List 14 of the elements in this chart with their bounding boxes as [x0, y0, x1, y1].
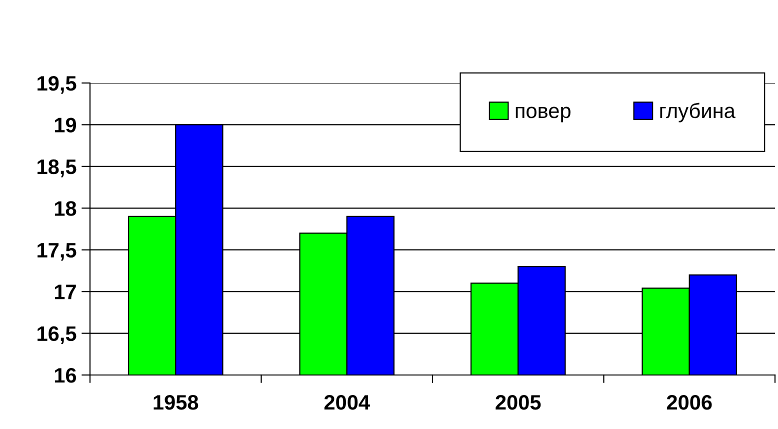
x-tick-label: 2004 — [324, 394, 370, 410]
y-tick-label: 18 — [54, 201, 76, 216]
y-tick-label: 16 — [54, 368, 76, 383]
x-tick-label: 2005 — [496, 394, 541, 410]
y-tick-label: 16,5 — [38, 326, 76, 344]
y-tick-label: 19 — [54, 118, 76, 132]
x-tick-label: 2006 — [666, 394, 712, 410]
y-tick-label: 17,5 — [38, 243, 76, 261]
y-tick-label: 18,5 — [38, 159, 76, 178]
legend-label: глубина — [660, 102, 736, 122]
y-tick-label: 19,5 — [38, 76, 76, 94]
x-tick-label: 1958 — [154, 394, 198, 410]
legend-label: повер — [516, 106, 570, 122]
y-tick-label: 17 — [54, 284, 76, 300]
